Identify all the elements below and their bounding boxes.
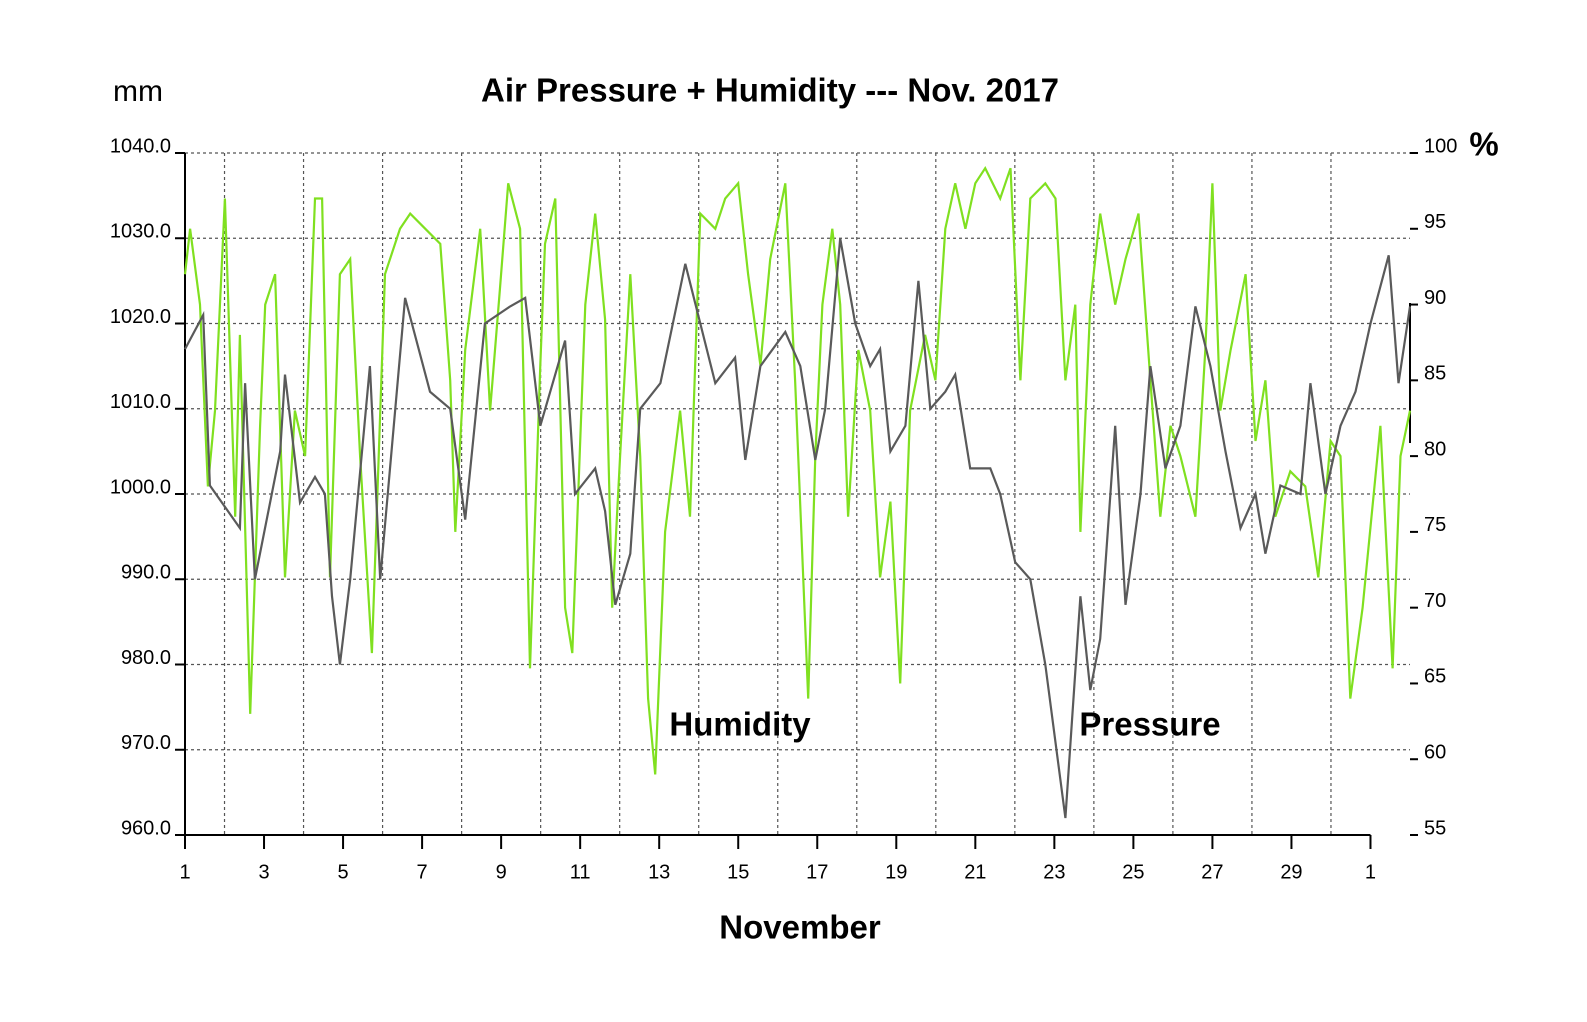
x-tick-label: 9 [496, 861, 507, 883]
y-tick-label: 1040.0 [110, 135, 171, 157]
y-tick-label: 990.0 [121, 562, 171, 584]
x-tick-label: 5 [338, 861, 349, 883]
x-axis-label: November [719, 909, 881, 946]
annotation: Pressure [1079, 706, 1220, 743]
y2-axis-label: % [1469, 126, 1498, 163]
x-tick-label: 17 [806, 861, 828, 883]
y-tick-label: 970.0 [121, 732, 171, 754]
x-tick-label: 19 [885, 861, 907, 883]
y2-tick-label: 85 [1424, 363, 1446, 385]
y-tick-label: 1010.0 [110, 391, 171, 413]
x-tick-label: 15 [727, 861, 749, 883]
x-tick-label: 3 [258, 861, 269, 883]
y2-tick-label: 75 [1424, 514, 1446, 536]
y2-tick-label: 100 [1424, 135, 1457, 157]
x-tick-label: 1 [179, 861, 190, 883]
x-tick-label: 7 [417, 861, 428, 883]
x-tick-label: 23 [1043, 861, 1065, 883]
series-line [183, 165, 1412, 775]
x-tick-label: 21 [964, 861, 986, 883]
x-tick-label: 29 [1280, 861, 1302, 883]
x-tick-label: 27 [1201, 861, 1223, 883]
series-line [184, 238, 1412, 819]
y2-tick-label: 90 [1424, 287, 1446, 309]
annotation: Humidity [669, 706, 811, 743]
y2-tick-label: 80 [1424, 438, 1446, 460]
y-tick-label: 1000.0 [110, 476, 171, 498]
x-tick-label: 13 [648, 861, 670, 883]
y-tick-label: 1020.0 [110, 306, 171, 328]
y2-tick-label: 65 [1424, 666, 1446, 688]
y-tick-label: 1030.0 [110, 221, 171, 243]
y2-tick-label: 55 [1424, 817, 1446, 839]
y2-tick-label: 60 [1424, 742, 1446, 764]
y2-tick-label: 95 [1424, 211, 1446, 233]
y-tick-label: 960.0 [121, 817, 171, 839]
y-tick-label: 980.0 [121, 647, 171, 669]
chart-title: Air Pressure + Humidity --- Nov. 2017 [481, 72, 1059, 109]
x-tick-label: 11 [570, 861, 591, 883]
x-tick-label: 25 [1122, 861, 1144, 883]
y-axis-label: mm [113, 75, 163, 108]
y2-tick-label: 70 [1424, 590, 1446, 612]
x-tick-label: 1 [1365, 861, 1376, 883]
